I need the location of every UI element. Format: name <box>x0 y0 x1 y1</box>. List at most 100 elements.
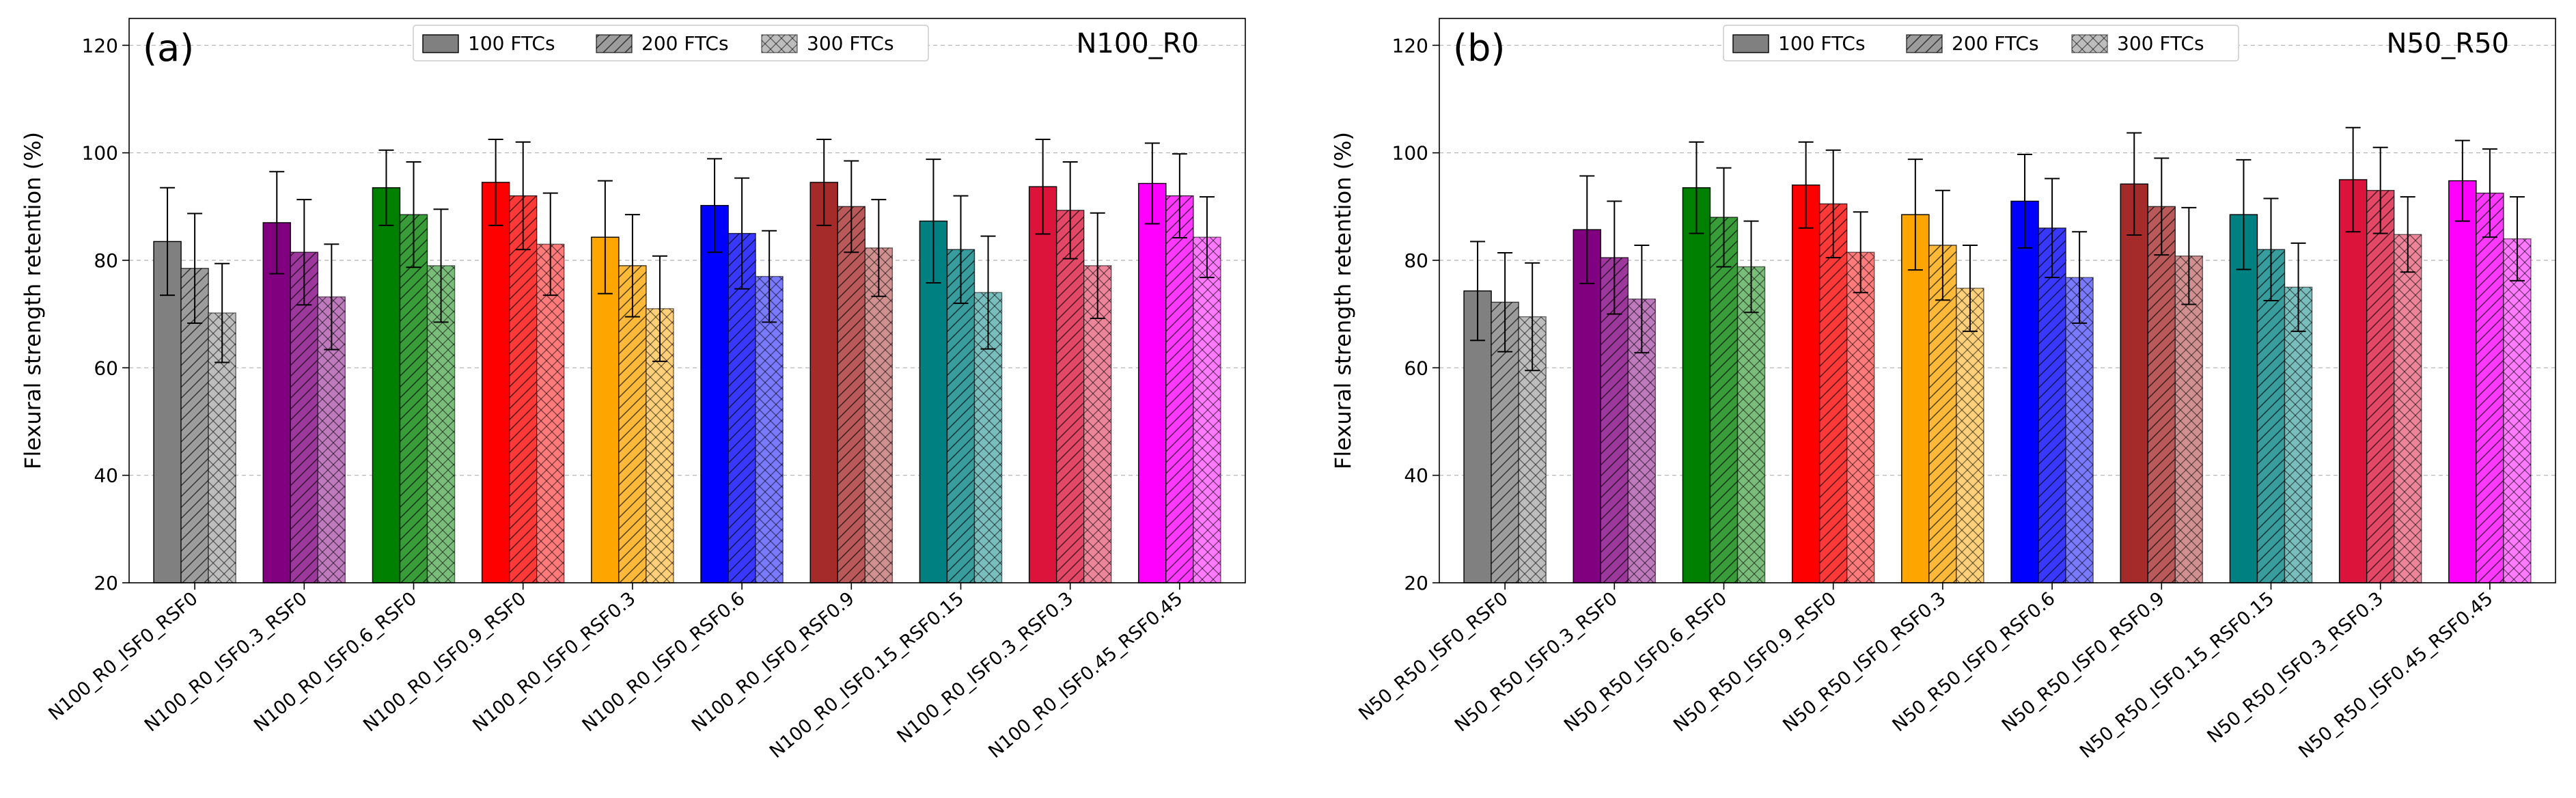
x-axis-tick-labels: N100_R0_ISF0_RSF0N100_R0_ISF0.3_RSF0N100… <box>44 583 1187 762</box>
bar-hatch <box>1193 237 1221 583</box>
bar-hatch <box>2503 238 2531 583</box>
legend-label: 200 FTCs <box>641 32 729 55</box>
legend-box <box>413 25 929 61</box>
legend-swatch-outline <box>422 34 459 53</box>
y-tick-label: 60 <box>94 357 118 379</box>
chart-panel-b: Flexural strength retention (%) 20 40 60 80… <box>1330 18 2556 762</box>
bar <box>154 241 182 583</box>
y-tick-label: 120 <box>82 34 118 57</box>
bar <box>2011 201 2039 583</box>
bar-hatch <box>536 244 564 583</box>
y-tick-label: 100 <box>82 142 118 165</box>
legend-swatch <box>423 35 458 53</box>
legend-swatch-hatch <box>1907 35 1942 53</box>
y-tick-label: 40 <box>1404 465 1428 487</box>
y-tick-label: 60 <box>1404 357 1428 379</box>
bar <box>1901 215 1929 583</box>
bar-hatch <box>2175 256 2203 583</box>
y-axis-label: Flexural strength retention (%) <box>20 132 46 469</box>
bar-hatch <box>947 249 975 583</box>
bar <box>2120 184 2148 583</box>
y-tick-label: 20 <box>1404 572 1428 594</box>
bar <box>1573 230 1601 583</box>
bar <box>1792 184 1820 583</box>
legend: 100 FTCs 200 FTCs 300 FTCs <box>413 25 929 61</box>
x-tick-label: N100_R0_ISF0.45_RSF0.45 <box>984 588 1187 762</box>
legend-swatch-outline <box>596 34 633 53</box>
bar <box>2448 180 2476 583</box>
bar <box>2339 180 2367 583</box>
bar-hatch <box>2148 206 2176 583</box>
error-bars <box>1470 126 2525 372</box>
error-bars <box>160 139 1215 363</box>
x-axis-tick-labels: N50_R50_ISF0_RSF0N50_R50_ISF0.3_RSF0N50_… <box>1355 583 2497 762</box>
bar-hatch <box>1710 217 1738 583</box>
bar <box>372 187 400 583</box>
bar-hatch <box>2394 234 2422 583</box>
bar <box>701 205 729 583</box>
y-tick-label: 80 <box>1404 249 1428 272</box>
bar <box>1682 187 1711 583</box>
y-tick-label: 40 <box>94 465 118 487</box>
bar-hatch <box>756 276 784 583</box>
y-tick-label: 100 <box>1392 142 1428 165</box>
bar-hatch <box>1928 245 1956 583</box>
bar <box>482 182 510 583</box>
x-tick-label: N100_R0_ISF0.15_RSF0.15 <box>766 588 968 762</box>
bar-hatch <box>1956 288 1984 583</box>
bar-hatch <box>728 233 756 583</box>
bar-hatch <box>2476 193 2504 583</box>
chart-title: N100_R0 <box>1076 28 1199 59</box>
x-tick-label: N50_R50_ISF0.45_RSF0.45 <box>2295 588 2497 762</box>
legend-swatch <box>1733 35 1769 53</box>
bar-hatch <box>290 252 318 583</box>
bar-hatch <box>618 265 646 583</box>
bar-hatch <box>1737 266 1765 583</box>
x-tick-label: N100_R0_ISF0.3_RSF0.3 <box>893 588 1077 747</box>
y-tick-label: 120 <box>1392 34 1428 57</box>
legend-swatch-outline <box>1732 34 1769 53</box>
y-tick-label: 20 <box>94 572 118 594</box>
legend-box <box>1723 25 2239 61</box>
plot-frame <box>1439 18 2556 583</box>
bar-hatch <box>1819 204 1847 583</box>
bar-hatch <box>509 195 537 583</box>
bar-hatch <box>2257 249 2285 583</box>
y-tick-label: 80 <box>94 249 118 272</box>
legend-swatch-outline <box>2071 34 2108 53</box>
plot-frame <box>128 18 1246 583</box>
legend-label: 300 FTCs <box>2117 32 2204 55</box>
bar-hatch <box>865 247 893 583</box>
panel-label: (a) <box>143 27 194 70</box>
bar-hatch <box>2038 228 2066 583</box>
bar <box>263 222 291 583</box>
bar <box>1138 183 1166 583</box>
bar-hatch <box>2284 287 2312 583</box>
bar <box>810 182 838 583</box>
bar-hatch <box>2366 190 2394 583</box>
bar-hatch <box>400 215 428 583</box>
panel-label: (b) <box>1453 27 1505 70</box>
bar-hatch <box>837 206 865 583</box>
chart-panel-a: Flexural strength retention (%) 20 40 60 80… <box>20 18 1246 762</box>
legend-label: 300 FTCs <box>807 32 894 55</box>
legend-label: 100 FTCs <box>468 32 555 55</box>
legend-swatch-hatch <box>762 35 797 53</box>
bar-hatch <box>1846 252 1874 583</box>
legend-label: 100 FTCs <box>1778 32 1866 55</box>
legend-swatch-hatch <box>2072 35 2107 53</box>
legend-swatch-outline <box>1906 34 1943 53</box>
legend-label: 200 FTCs <box>1952 32 2039 55</box>
bar <box>1029 187 1057 583</box>
bars <box>1463 179 2532 583</box>
legend-swatch-outline <box>761 34 798 53</box>
bar <box>591 237 619 583</box>
chart-title: N50_R50 <box>2386 28 2509 59</box>
bars <box>153 182 1221 583</box>
legend-swatch-hatch <box>596 35 632 53</box>
bar-hatch <box>1056 210 1084 583</box>
bar-hatch <box>1165 195 1193 583</box>
x-tick-label: N50_R50_ISF0.15_RSF0.15 <box>2076 588 2278 762</box>
y-axis-ticks: 20 40 60 80 100 120 <box>1392 34 1439 594</box>
